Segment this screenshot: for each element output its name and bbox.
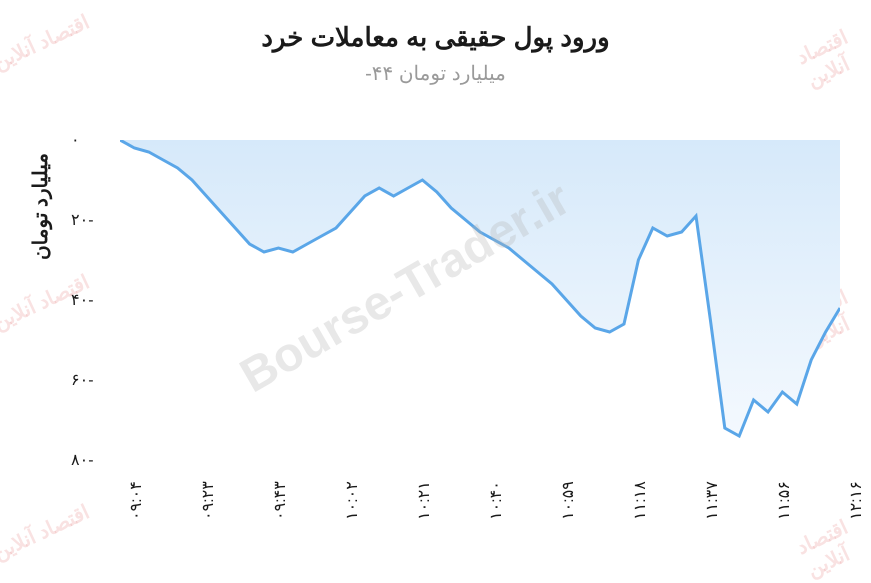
x-tick-label: ۰۹:۲۳: [198, 481, 218, 520]
chart-header: ورود پول حقیقی به معاملات خرد میلیارد تو…: [0, 0, 871, 86]
x-tick-label: ۱۱:۱۸: [630, 481, 650, 520]
chart-subtitle: میلیارد تومان ۴۴-: [0, 61, 871, 86]
x-tick-label: ۱۱:۳۷: [702, 481, 722, 520]
y-tick-label: -۲۰: [71, 210, 111, 230]
y-tick-label: -۶۰: [71, 370, 111, 390]
x-tick-label: ۱۰:۰۲: [342, 481, 362, 520]
chart-title: ورود پول حقیقی به معاملات خرد: [0, 22, 871, 53]
chart-svg: [120, 140, 840, 460]
chart-plot-area: [120, 140, 840, 460]
y-axis-label: میلیارد تومان: [28, 153, 53, 260]
y-tick-label: ۰: [71, 130, 111, 150]
x-tick-label: ۱۰:۵۹: [558, 481, 578, 520]
x-tick-label: ۱۰:۴۰: [486, 481, 506, 520]
y-tick-label: -۴۰: [71, 290, 111, 310]
x-tick-label: ۰۹:۴۳: [270, 481, 290, 520]
x-tick-label: ۱۲:۱۶: [846, 481, 866, 520]
watermark-edge: اقتصاد آنلاین: [0, 499, 93, 565]
area-fill: [120, 140, 840, 436]
x-tick-label: ۱۱:۵۶: [774, 481, 794, 520]
x-tick-label: ۰۹:۰۴: [126, 481, 146, 520]
x-tick-label: ۱۰:۲۱: [414, 481, 434, 520]
y-tick-label: -۸۰: [71, 450, 111, 470]
